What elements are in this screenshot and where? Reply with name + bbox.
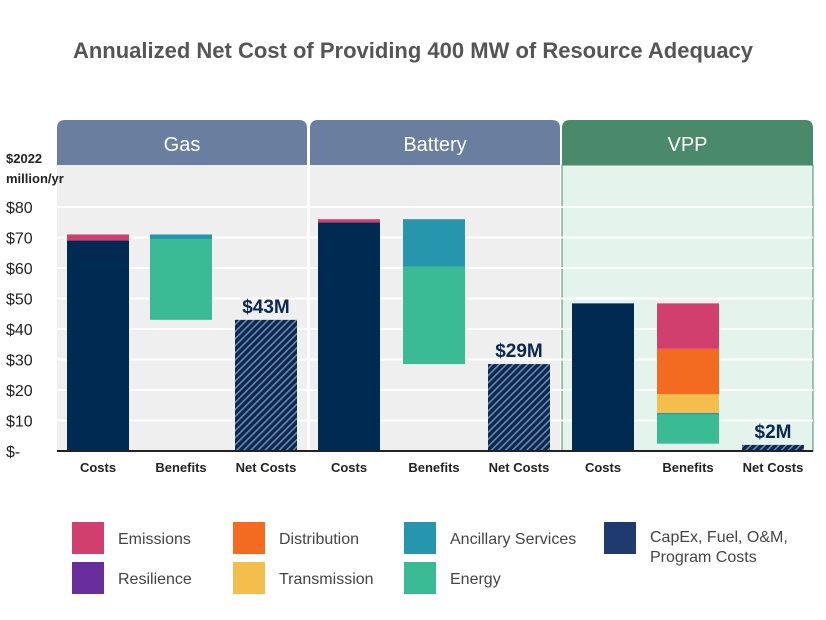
y-tick-label: $80 (6, 200, 33, 217)
legend-label: Distribution (279, 531, 360, 548)
legend-swatch (404, 562, 436, 594)
y-tick-label: $30 (6, 353, 33, 370)
legend-label: Resilience (118, 571, 192, 588)
bar-benefits-energy (657, 414, 719, 444)
chart-title: Annualized Net Cost of Providing 400 MW … (72, 38, 754, 63)
x-tick-label: Net Costs (236, 460, 297, 475)
bar-costs-capex-fuel-o-m-program-costs (318, 222, 380, 451)
x-tick-label: Costs (331, 460, 367, 475)
y-tick-label: $50 (6, 292, 33, 309)
legend-swatch (233, 522, 265, 554)
bar-benefits-energy (403, 266, 465, 365)
y-axis-label-line2: million/yr (6, 171, 64, 186)
y-tick-label: $20 (6, 383, 33, 400)
net-cost-data-label: $2M (755, 422, 792, 443)
legend-swatch (72, 562, 104, 594)
bar-benefits-emissions (657, 303, 719, 349)
y-axis-label-line1: $2022 (6, 151, 42, 166)
legend-swatch (72, 522, 104, 554)
legend-label: CapEx, Fuel, O&M, Program Costs (650, 529, 788, 566)
y-tick-label: $10 (6, 414, 33, 431)
bar-benefits-transmission (657, 394, 719, 413)
x-tick-label: Net Costs (489, 460, 550, 475)
bar-benefits-ancillary-services (403, 219, 465, 267)
y-tick-label: $40 (6, 322, 33, 339)
panel-header-label: Battery (403, 134, 466, 156)
y-tick-label: $70 (6, 231, 33, 248)
bar-benefits-energy (150, 239, 212, 320)
panel-header (310, 120, 560, 165)
bar-costs-capex-fuel-o-m-program-costs (67, 240, 129, 451)
legend-label: Energy (450, 571, 501, 588)
bar-costs-emissions (318, 219, 380, 223)
legend-label: Transmission (279, 571, 374, 588)
net-cost-data-label: $29M (495, 341, 543, 362)
y-tick-label: $- (6, 444, 20, 461)
x-tick-label: Costs (585, 460, 621, 475)
plot-area: Gas Battery VPP $- $10 $20 $30 $40 $50 $60 $70 $80 $… (6, 120, 814, 475)
bar-costs-emissions (67, 234, 129, 241)
x-tick-label: Net Costs (743, 460, 804, 475)
bar-net-costs (742, 444, 804, 451)
x-tick-label: Benefits (155, 460, 206, 475)
bar-benefits-distribution (657, 348, 719, 395)
bar-benefits-ancillary-services (657, 412, 719, 415)
bar-net-costs (488, 364, 550, 451)
bar-benefits-ancillary-services (150, 234, 212, 240)
panel-header-label: VPP (667, 134, 707, 156)
legend-swatch (233, 562, 265, 594)
legend-label: Ancillary Services (450, 531, 577, 548)
panel-header (57, 120, 307, 165)
legend-swatch (604, 522, 636, 554)
bar-costs-capex-fuel-o-m-program-costs (572, 303, 634, 451)
x-tick-label: Benefits (408, 460, 459, 475)
panel-header (562, 120, 813, 165)
y-tick-label: $60 (6, 261, 33, 278)
net-cost-data-label: $43M (242, 297, 290, 318)
panel-header-label: Gas (164, 134, 201, 156)
x-tick-label: Costs (80, 460, 116, 475)
legend-swatch (404, 522, 436, 554)
x-tick-label: Benefits (662, 460, 713, 475)
bar-net-costs (235, 319, 297, 451)
legend-label: Emissions (118, 531, 191, 548)
